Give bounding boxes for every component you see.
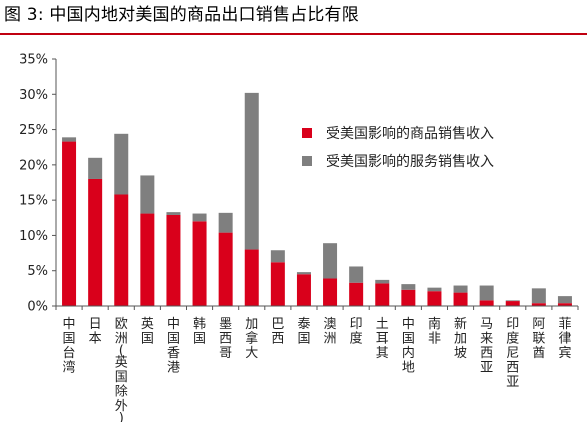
- bar-goods-8: [270, 262, 285, 306]
- bar-services-14: [427, 287, 442, 292]
- y-tick-label: 5%: [27, 264, 48, 279]
- bar-services-9: [296, 272, 311, 275]
- x-category-label: 澳洲: [324, 316, 337, 347]
- x-category-label: 印度尼西亚: [506, 317, 519, 390]
- legend: 受美国影响的商品销售收入 受美国影响的服务销售收入: [302, 126, 494, 170]
- bar-goods-9: [296, 274, 311, 306]
- y-tick-label: 0%: [27, 300, 48, 315]
- x-category-label: 印度: [350, 317, 363, 347]
- bar-services-16: [479, 285, 494, 301]
- bar-goods-19: [557, 303, 572, 306]
- bar-services-6: [218, 212, 233, 233]
- x-category-label: 加拿大: [245, 317, 258, 361]
- y-tick-label: 15%: [19, 194, 48, 209]
- x-category-label: 日本: [89, 317, 102, 347]
- bar-services-11: [349, 266, 364, 283]
- y-tick-label: 20%: [19, 158, 48, 173]
- x-category-label: 泰国: [297, 317, 310, 347]
- x-category-label: 土耳其: [376, 317, 389, 361]
- bar-services-8: [270, 250, 285, 263]
- bar-goods-0: [62, 141, 77, 306]
- bar-services-18: [531, 288, 546, 304]
- bar-goods-5: [192, 221, 207, 306]
- bar-services-3: [140, 175, 155, 214]
- legend-swatch-goods: [302, 128, 312, 138]
- bar-services-5: [192, 213, 207, 222]
- bar-goods-10: [323, 278, 338, 306]
- x-category-label: 南非: [428, 316, 441, 347]
- bar-goods-4: [166, 214, 181, 306]
- bar-goods-18: [531, 303, 546, 306]
- x-category-label: 新加坡: [454, 316, 467, 361]
- y-tick-label: 30%: [19, 88, 48, 103]
- chart-title: 图 3: 中国内地对美国的商品出口销售占比有限: [4, 5, 359, 25]
- bar-services-13: [401, 284, 416, 290]
- bar-goods-1: [88, 178, 103, 306]
- bar-services-7: [244, 92, 259, 250]
- bar-services-0: [62, 137, 77, 142]
- title-underline: [0, 33, 587, 35]
- bar-services-1: [88, 157, 103, 179]
- x-category-label: 中国内地: [402, 317, 415, 376]
- bar-goods-14: [427, 291, 442, 306]
- x-category-label: 巴西: [271, 317, 284, 347]
- x-category-label: 欧洲(英国除外): [115, 317, 128, 422]
- bar-services-19: [557, 296, 572, 304]
- bar-services-12: [375, 279, 390, 284]
- bar-goods-12: [375, 283, 390, 306]
- legend-label-goods: 受美国影响的商品销售收入: [326, 126, 494, 142]
- legend-swatch-services: [302, 156, 312, 166]
- bar-goods-17: [505, 301, 520, 306]
- bar-services-10: [323, 243, 338, 279]
- bar-goods-16: [479, 300, 494, 306]
- y-tick-label: 25%: [19, 123, 48, 138]
- y-tick-label: 35%: [19, 53, 48, 68]
- x-category-label: 中国香港: [167, 317, 180, 376]
- bar-goods-3: [140, 213, 155, 306]
- bar-services-2: [114, 133, 129, 195]
- legend-label-services: 受美国影响的服务销售收入: [326, 154, 494, 170]
- x-category-label: 菲律宾: [558, 317, 571, 361]
- bar-services-15: [453, 285, 468, 293]
- y-axis: 0% 5% 10% 15% 20% 25% 30% 35%: [19, 53, 57, 315]
- y-tick-label: 10%: [19, 229, 48, 244]
- bar-goods-6: [218, 232, 233, 306]
- bar-services-4: [166, 212, 181, 215]
- bar-goods-15: [453, 292, 468, 306]
- bar-services-17: [505, 300, 520, 302]
- bars: [62, 92, 572, 306]
- x-category-label: 墨西哥: [219, 317, 232, 361]
- x-category-label: 英国: [141, 317, 154, 347]
- bar-goods-2: [114, 194, 129, 306]
- bar-goods-7: [244, 249, 259, 306]
- x-category-label: 马来西亚: [480, 317, 493, 376]
- bar-goods-11: [349, 282, 364, 306]
- x-category-label: 中国台湾: [63, 317, 76, 376]
- x-category-label: 阿联酋: [532, 317, 545, 361]
- x-category-label: 韩国: [193, 317, 206, 347]
- bar-goods-13: [401, 289, 416, 306]
